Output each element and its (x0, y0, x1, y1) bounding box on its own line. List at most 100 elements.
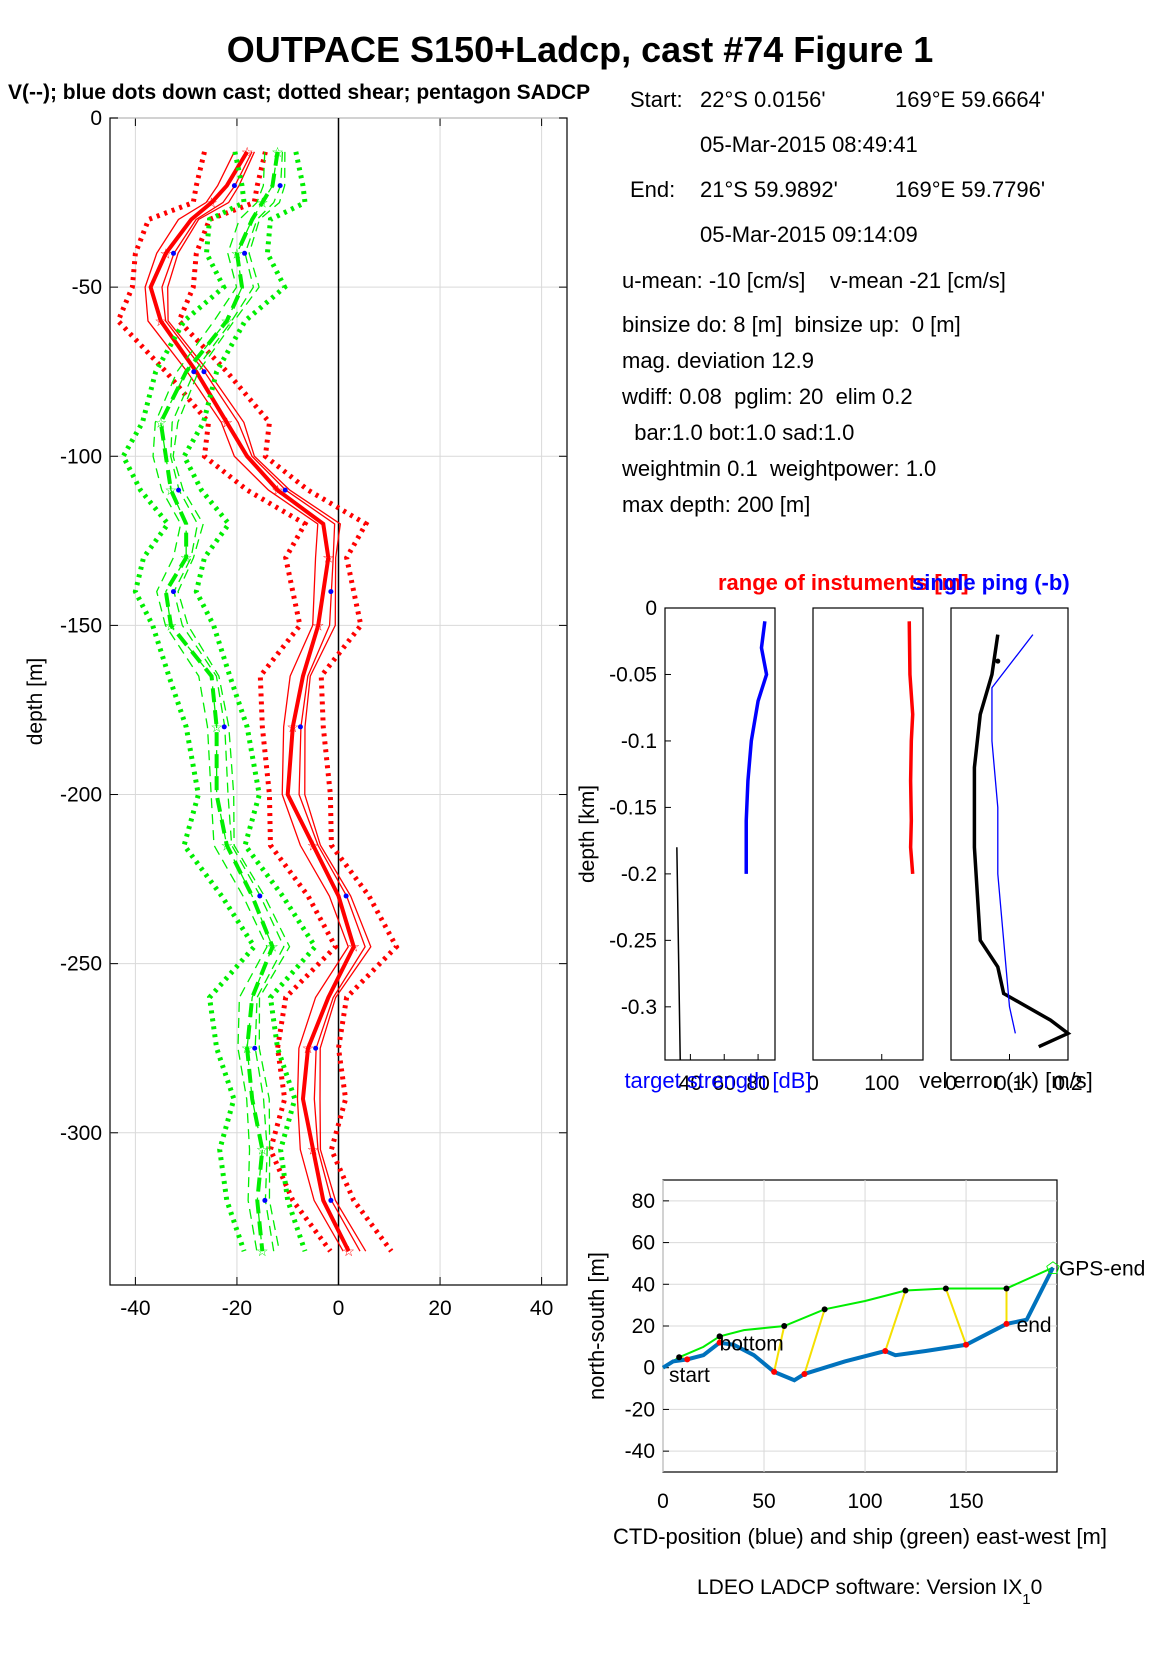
down-cast-dot (262, 1197, 268, 1203)
ctd-dot (882, 1348, 889, 1355)
shear-envelope-line (115, 151, 339, 1253)
star-marker: ☆ (221, 837, 234, 853)
y-tick-label: 80 (632, 1190, 655, 1213)
star-marker: ☆ (160, 245, 173, 261)
start-lon: 169°E 59.6664' (895, 87, 1045, 112)
start-time: 05-Mar-2015 08:49:41 (700, 132, 918, 157)
param-line: mag. deviation 12.9 (622, 348, 814, 373)
star-marker: ☆ (210, 719, 223, 735)
star-marker: ☆ (322, 550, 335, 566)
star-marker: ☆ (241, 144, 254, 160)
link-line (944, 1288, 968, 1346)
x-tick-label: -40 (120, 1297, 150, 1320)
ctd-dot (771, 1368, 778, 1375)
y-tick-label: 0 (645, 597, 657, 620)
star-marker: ☆ (205, 195, 218, 211)
x-tick-label: 0.1 (995, 1072, 1024, 1095)
y-tick-label: 20 (632, 1315, 655, 1338)
panel-frame (950, 607, 1069, 1061)
vel-error-plot: 0 0.1 0.2 (945, 607, 1083, 1095)
annotation-label: start (669, 1364, 710, 1387)
x-tick-label: 0 (807, 1072, 819, 1095)
start-lat: 22°S 0.0156' (700, 87, 826, 112)
ctd-dot (684, 1356, 691, 1363)
y-tick-label: 0 (90, 107, 102, 130)
y-tick-label: -200 (60, 784, 102, 807)
x-tick-label: 80 (746, 1072, 769, 1095)
star-marker: ☆ (165, 482, 178, 498)
position-plot: 0 50 100 150 80 60 40 20 0 -20 -40 CTD-position (bl… (584, 1179, 1145, 1549)
star-marker: ☆ (307, 837, 320, 853)
y-tick-label: 0 (643, 1357, 655, 1380)
x-axis-label: CTD-position (blue) and ship (green) eas… (613, 1524, 1107, 1549)
single-ping-title: single ping (-b) (912, 570, 1070, 595)
star-marker: ☆ (180, 550, 193, 566)
param-line: weightmin 0.1 weightpower: 1.0 (621, 456, 936, 481)
x-tick-label: 60 (713, 1072, 736, 1095)
annotation-label: GPS-end (1059, 1258, 1145, 1281)
star-marker: ☆ (271, 482, 284, 498)
x-tick-label: 0 (945, 1072, 957, 1095)
param-line: wdiff: 0.08 pglim: 20 elim 0.2 (621, 384, 913, 409)
star-marker: ☆ (231, 245, 244, 261)
x-tick-label: 40 (530, 1297, 553, 1320)
x-tick-label: 50 (752, 1490, 775, 1513)
down-cast-dot (201, 369, 207, 375)
y-tick-label: -300 (60, 1122, 102, 1145)
y-tick-label: -250 (60, 953, 102, 976)
profile-line (152, 151, 268, 1252)
star-marker: ☆ (307, 1142, 320, 1158)
annotation-label: bottom (720, 1333, 784, 1356)
down-cast-dot (328, 589, 334, 595)
down-cast-dot (257, 893, 263, 899)
y-tick-label: -20 (625, 1398, 655, 1421)
x-tick-label: -20 (222, 1297, 252, 1320)
profile-line (167, 151, 372, 1252)
annotation-label: end (1017, 1314, 1052, 1337)
down-cast-dot (343, 893, 349, 899)
y-tick-label: -0.05 (609, 663, 657, 686)
y-tick-label: 40 (632, 1273, 655, 1296)
velocity-line (148, 150, 356, 1253)
star-marker: ☆ (241, 1040, 254, 1056)
star-marker: ☆ (165, 617, 178, 633)
x-tick-label: 0 (657, 1490, 669, 1513)
series-line (972, 634, 1072, 1049)
ship-dot (676, 1354, 683, 1361)
range-plot: 0 100 (807, 607, 924, 1095)
end-time: 05-Mar-2015 09:14:09 (700, 222, 918, 247)
target-strength-label: target strength [dB] (624, 1068, 811, 1093)
x-tick-label: 40 (679, 1072, 702, 1095)
target-strength-plot: 40 60 80 0 -0.05 -0.1 -0.15 -0.2 -0.25 -0.3 depth … (576, 597, 776, 1095)
shear-envelope-line (181, 151, 319, 1252)
ctd-dot (963, 1341, 970, 1348)
down-cast-dot (191, 369, 197, 375)
ship-dot (1003, 1285, 1010, 1292)
shear-envelope-line (120, 151, 258, 1252)
series-line (907, 621, 915, 875)
param-line: binsize do: 8 [m] binsize up: 0 [m] (622, 312, 961, 337)
series-line (991, 634, 1034, 1034)
ship-dot (781, 1323, 788, 1329)
ship-track (662, 1266, 1054, 1369)
link-line (803, 1309, 826, 1375)
down-cast-dot (252, 1045, 258, 1051)
y-tick-label: -50 (72, 276, 102, 299)
y-tick-label: -0.1 (621, 730, 657, 753)
y-tick-label: -0.25 (609, 929, 657, 952)
star-marker: ☆ (154, 313, 167, 329)
y-tick-label: -0.3 (621, 996, 657, 1019)
star-marker: ☆ (266, 939, 279, 955)
x-tick-label: 0.2 (1053, 1072, 1082, 1095)
velocity-profile-plot: -40 -20 0 20 400-50-100-150-200-250-300depth… (24, 107, 568, 1320)
star-marker: ☆ (287, 719, 300, 735)
star-marker: ☆ (221, 414, 234, 430)
down-cast-dot (176, 487, 182, 493)
series-line (744, 621, 769, 874)
y-tick-label: -0.15 (609, 796, 657, 819)
star-marker: ☆ (271, 144, 284, 160)
down-cast-dot (221, 724, 227, 730)
ctd-dot (1003, 1320, 1010, 1327)
y-tick-label: -0.2 (621, 863, 657, 886)
y-tick-label: -40 (625, 1440, 655, 1463)
